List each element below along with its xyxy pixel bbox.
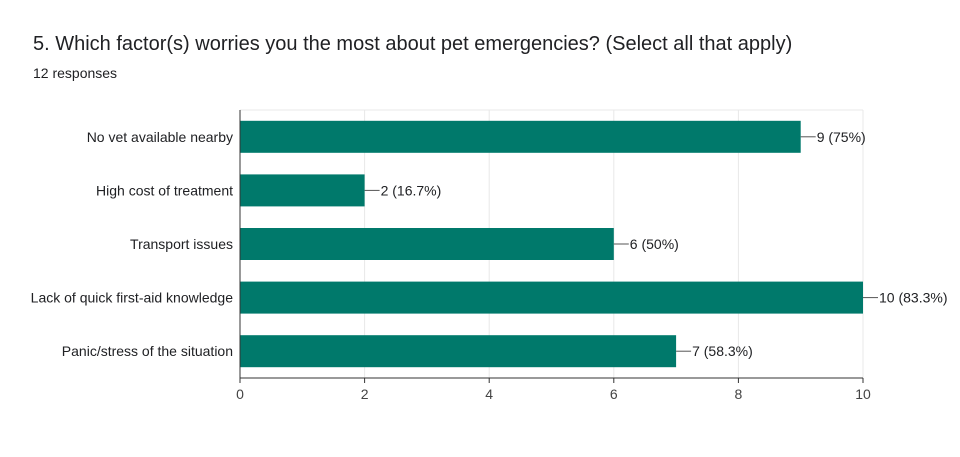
category-label: No vet available nearby: [87, 129, 233, 145]
x-tick-label: 8: [735, 386, 743, 402]
x-tick-label: 6: [610, 386, 618, 402]
x-tick-label: 2: [361, 386, 369, 402]
bar: [240, 335, 677, 368]
category-label: High cost of treatment: [96, 182, 233, 198]
category-label: Panic/stress of the situation: [62, 343, 233, 359]
x-tick-label: 4: [485, 386, 493, 402]
question-title: 5. Which factor(s) worries you the most …: [33, 33, 793, 55]
data-label: 7 (58.3%): [692, 343, 753, 359]
bar: [240, 120, 801, 153]
data-label: 10 (83.3%): [879, 290, 947, 306]
bar: [240, 228, 614, 260]
data-label: 9 (75%): [817, 129, 866, 145]
bar: [240, 281, 863, 314]
x-tick-label: 10: [855, 386, 871, 402]
bar: [240, 174, 365, 207]
data-label: 6 (50%): [630, 236, 679, 252]
data-label: 2 (16.7%): [381, 182, 442, 198]
response-count: 12 responses: [33, 65, 118, 81]
category-label: Transport issues: [130, 236, 233, 252]
category-label: Lack of quick first-aid knowledge: [31, 290, 234, 306]
x-tick-label: 0: [236, 386, 244, 402]
